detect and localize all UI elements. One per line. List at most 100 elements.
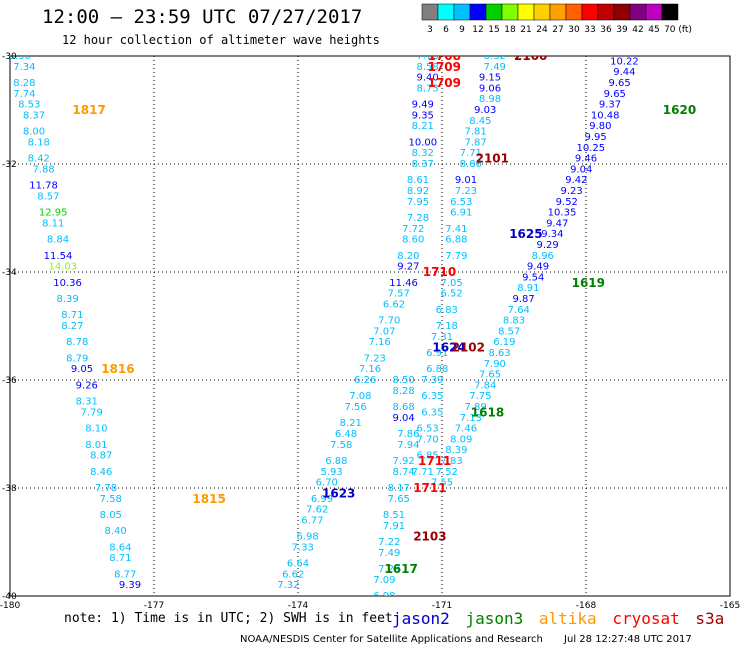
wave-height-s3a: 9.01 — [455, 175, 477, 186]
wave-height-jason2: 7.23 — [364, 353, 386, 364]
wave-height-jason3: 9.44 — [613, 67, 635, 78]
wave-height-jason3: 9.47 — [546, 218, 568, 229]
wave-height-cryosat: 7.94 — [397, 440, 419, 451]
x-tick-label: -165 — [720, 601, 740, 611]
x-tick-label: -171 — [432, 601, 452, 611]
pass-time-label: 1617 — [384, 562, 417, 576]
wave-height-jason2: 9.49 — [412, 100, 434, 111]
wave-height-altika: 8.57 — [37, 191, 59, 202]
pass-time-label: 1816 — [101, 362, 134, 376]
wave-height-altika: 11.54 — [44, 251, 73, 262]
wave-height-s3a: 8.98 — [479, 94, 501, 105]
wave-height-s3a: 7.79 — [445, 251, 467, 262]
wave-height-altika: 11.78 — [29, 181, 58, 192]
wave-height-s3a: 6.91 — [450, 208, 472, 219]
y-tick-label: -40 — [2, 592, 17, 602]
wave-height-jason3: 10.48 — [591, 110, 620, 121]
pass-time-label: 1708 — [428, 49, 461, 63]
colorbar-label: 3 — [427, 25, 433, 35]
pass-time-label: 1711 — [418, 454, 451, 468]
x-tick-label: -168 — [576, 601, 597, 611]
wave-height-s3a: 7.49 — [484, 62, 506, 73]
wave-height-jason3: 7.13 — [460, 413, 482, 424]
wave-height-altika: 8.64 — [109, 542, 131, 553]
wave-height-altika: 12.95 — [39, 208, 68, 219]
colorbar-label: 70 (ft) — [664, 25, 692, 35]
wave-height-jason2: 7.28 — [407, 213, 429, 224]
colorbar-label: 18 — [504, 25, 516, 35]
wave-height-jason2: 8.37 — [412, 159, 434, 170]
wave-height-jason2: 8.32 — [412, 148, 434, 159]
wave-height-jason2: 8.60 — [402, 235, 424, 246]
wave-height-jason3: 10.22 — [610, 56, 639, 67]
wave-height-altika: 8.18 — [28, 137, 50, 148]
wave-height-jason2: 6.62 — [282, 569, 304, 580]
wave-height-s3a: 6.88 — [445, 235, 467, 246]
wave-height-s3a: 7.39 — [421, 375, 443, 386]
wave-height-jason2: 8.61 — [407, 175, 429, 186]
wave-height-altika: 8.44 — [119, 596, 141, 607]
wave-height-jason3: 9.37 — [599, 100, 621, 111]
wave-height-s3a: 7.87 — [464, 137, 486, 148]
pass-time-label: 1709 — [428, 60, 461, 74]
wave-height-jason2: 7.07 — [373, 326, 395, 337]
pass-time-label: 2103 — [413, 530, 446, 544]
pass-time-label: 1620 — [663, 103, 696, 117]
credit-text: NOAA/NESDIS Center for Satellite Applica… — [240, 634, 543, 645]
wave-height-altika: 7.58 — [100, 494, 122, 505]
credit-line: NOAA/NESDIS Center for Satellite Applica… — [240, 634, 710, 645]
wave-height-cryosat: 7.22 — [378, 537, 400, 548]
footer-note: note: 1) Time is in UTC; 2) SWH is in fe… — [64, 611, 393, 626]
wave-height-jason3: 7.65 — [479, 370, 501, 381]
wave-height-jason2: 7.95 — [407, 197, 429, 208]
colorbar-label: 45 — [648, 25, 659, 35]
wave-height-altika: 8.28 — [13, 78, 35, 89]
wave-height-jason2: 7.16 — [368, 337, 390, 348]
wave-height-altika: 10.36 — [53, 278, 82, 289]
wave-height-s3a: 7.05 — [440, 278, 462, 289]
wave-height-jason2: 7.32 — [277, 580, 299, 591]
colorbar-label: 12 — [472, 25, 483, 35]
pass-time-label: 1814 — [216, 594, 249, 608]
wave-height-altika: 8.05 — [100, 510, 122, 521]
data-layer: 8.307.348.287.748.538.378.008.188.427.88… — [10, 49, 696, 608]
wave-height-altika: 8.27 — [61, 321, 83, 332]
wave-height-jason3: 9.23 — [560, 186, 582, 197]
wave-height-jason3: 9.46 — [575, 154, 597, 165]
wave-height-jason3: 9.80 — [589, 121, 611, 132]
wave-height-jason3: 9.29 — [536, 240, 558, 251]
wave-height-cryosat: 8.17 — [388, 483, 410, 494]
wave-height-cryosat: 6.98 — [373, 591, 395, 602]
wave-height-s3a: 6.53 — [416, 424, 438, 435]
colorbar-label: 30 — [568, 25, 580, 35]
wave-height-s3a: 6.35 — [421, 407, 443, 418]
wave-height-cryosat: 7.92 — [392, 456, 414, 467]
wave-height-jason3: 7.84 — [474, 380, 496, 391]
pass-time-label: 1624 — [432, 341, 465, 355]
legend-jason3: jason3 — [465, 609, 524, 628]
wave-height-jason3: 10.25 — [576, 143, 605, 154]
wave-height-s3a: 8.45 — [469, 116, 491, 127]
colorbar-label: 21 — [520, 25, 531, 35]
wave-height-s3a: 9.06 — [479, 83, 501, 94]
wave-height-jason2: 7.56 — [344, 402, 366, 413]
pass-time-label: 1817 — [72, 103, 105, 117]
wave-height-jason2: 9.40 — [416, 73, 438, 84]
wave-height-altika: 8.71 — [109, 553, 131, 564]
x-tick-label: -174 — [288, 601, 309, 611]
wave-height-jason3: 8.63 — [488, 348, 510, 359]
wave-height-altika: 8.87 — [90, 451, 112, 462]
wave-height-altika: 8.78 — [66, 337, 88, 348]
wave-height-altika: 8.39 — [56, 294, 78, 305]
wave-height-altika: 8.11 — [42, 218, 64, 229]
wave-height-altika: 9.39 — [119, 580, 141, 591]
wave-height-cryosat: 9.04 — [392, 413, 414, 424]
wave-height-jason2: 6.62 — [383, 299, 405, 310]
colorbar-label: 6 — [443, 25, 449, 35]
colorbar: 3 6 9 12 15 18 21 24 27 30 33 36 39 42 45 70 (ft) — [421, 3, 692, 35]
wave-height-altika: 14.03 — [48, 262, 77, 273]
generated-timestamp: Jul 28 12:27:48 UTC 2017 — [564, 634, 692, 645]
wave-height-jason2: 8.58 — [416, 62, 438, 73]
wave-height-s3a: 8.86 — [460, 159, 482, 170]
